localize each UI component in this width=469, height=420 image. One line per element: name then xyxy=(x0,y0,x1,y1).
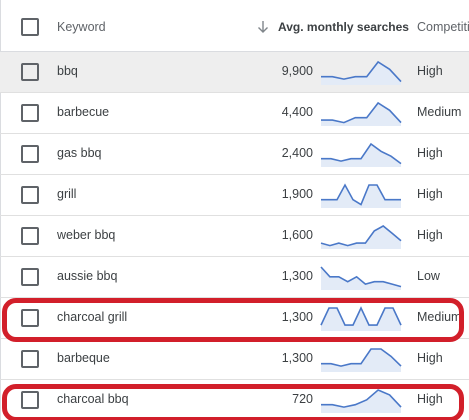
table-row[interactable]: grill 1,900 High xyxy=(0,175,469,216)
competition-cell: High xyxy=(417,146,443,160)
avg-searches-cell: 1,300 xyxy=(281,269,313,283)
table-row[interactable]: weber bbq 1,600 High xyxy=(0,216,469,257)
sparkline-line xyxy=(321,348,402,367)
trend-sparkline[interactable] xyxy=(320,345,402,373)
row-checkbox[interactable] xyxy=(21,227,39,245)
avg-searches-cell: 1,600 xyxy=(281,228,313,242)
row-checkbox[interactable] xyxy=(21,391,39,409)
trend-sparkline[interactable] xyxy=(320,304,402,332)
trend-sparkline[interactable] xyxy=(320,386,402,414)
competition-cell: High xyxy=(417,187,443,201)
table-row[interactable]: aussie bbq 1,300 Low xyxy=(0,257,469,298)
competition-cell: High xyxy=(417,64,443,78)
keyword-cell: charcoal grill xyxy=(57,310,128,324)
keyword-cell: charcoal bbq xyxy=(57,392,129,406)
trend-sparkline[interactable] xyxy=(320,181,402,209)
sparkline-area xyxy=(321,226,401,249)
row-checkbox[interactable] xyxy=(21,350,39,368)
competition-column-header[interactable]: Competiti xyxy=(417,20,469,34)
avg-searches-cell: 2,400 xyxy=(281,146,313,160)
trend-sparkline[interactable] xyxy=(320,99,402,127)
table-left-border xyxy=(0,0,1,420)
row-checkbox[interactable] xyxy=(21,309,39,327)
sparkline-line xyxy=(320,306,402,326)
avg-searches-cell: 4,400 xyxy=(281,105,313,119)
avg-searches-cell: 1,900 xyxy=(281,187,313,201)
sparkline-area xyxy=(321,349,401,372)
table-row[interactable]: bbq 9,900 High xyxy=(0,52,469,93)
table-row[interactable]: charcoal grill 1,300 Medium xyxy=(0,298,469,339)
table-row[interactable]: charcoal bbq 720 High xyxy=(0,380,469,420)
sparkline-area xyxy=(321,103,401,126)
sparkline-area xyxy=(321,308,401,331)
keyword-cell: grill xyxy=(57,187,77,201)
table-row[interactable]: barbeque 1,300 High xyxy=(0,339,469,380)
keyword-column-header[interactable]: Keyword xyxy=(57,20,106,34)
sort-down-arrow-icon[interactable] xyxy=(256,20,270,34)
sparkline-area xyxy=(321,62,401,85)
row-checkbox[interactable] xyxy=(21,186,39,204)
row-checkbox[interactable] xyxy=(21,268,39,286)
row-checkbox[interactable] xyxy=(21,63,39,81)
sparkline-line xyxy=(321,60,402,83)
row-checkbox[interactable] xyxy=(21,104,39,122)
keyword-cell: barbeque xyxy=(57,351,110,365)
keyword-cell: gas bbq xyxy=(57,146,102,160)
trend-sparkline[interactable] xyxy=(320,140,402,168)
avg-monthly-searches-header[interactable]: Avg. monthly searches xyxy=(278,20,409,34)
sparkline-area xyxy=(321,185,401,208)
sparkline-line xyxy=(321,389,402,408)
keyword-cell: barbecue xyxy=(57,105,110,119)
select-all-checkbox[interactable] xyxy=(21,18,39,36)
table-row[interactable]: gas bbq 2,400 High xyxy=(0,134,469,175)
keyword-cell: weber bbq xyxy=(57,228,116,242)
avg-searches-cell: 9,900 xyxy=(281,64,313,78)
table-row[interactable]: barbecue 4,400 Medium xyxy=(0,93,469,134)
avg-searches-cell: 1,300 xyxy=(281,351,313,365)
sparkline-line xyxy=(321,183,401,206)
competition-cell: High xyxy=(417,351,443,365)
avg-searches-cell: 1,300 xyxy=(281,310,313,324)
sparkline-line xyxy=(321,101,402,124)
competition-cell: Low xyxy=(417,269,440,283)
trend-sparkline[interactable] xyxy=(320,263,402,291)
keyword-cell: aussie bbq xyxy=(57,269,118,283)
row-checkbox[interactable] xyxy=(21,145,39,163)
trend-sparkline[interactable] xyxy=(320,222,402,250)
sparkline-area xyxy=(321,267,401,290)
competition-cell: Medium xyxy=(417,310,462,324)
keyword-cell: bbq xyxy=(57,64,78,78)
trend-sparkline[interactable] xyxy=(320,58,402,86)
table-header: Keyword Avg. monthly searches Competiti xyxy=(0,0,469,52)
competition-cell: High xyxy=(417,228,443,242)
competition-cell: Medium xyxy=(417,105,462,119)
sparkline-line xyxy=(320,266,402,288)
avg-searches-cell: 720 xyxy=(292,392,313,406)
sparkline-line xyxy=(321,142,402,165)
sparkline-line xyxy=(320,225,402,247)
competition-cell: High xyxy=(417,392,443,406)
